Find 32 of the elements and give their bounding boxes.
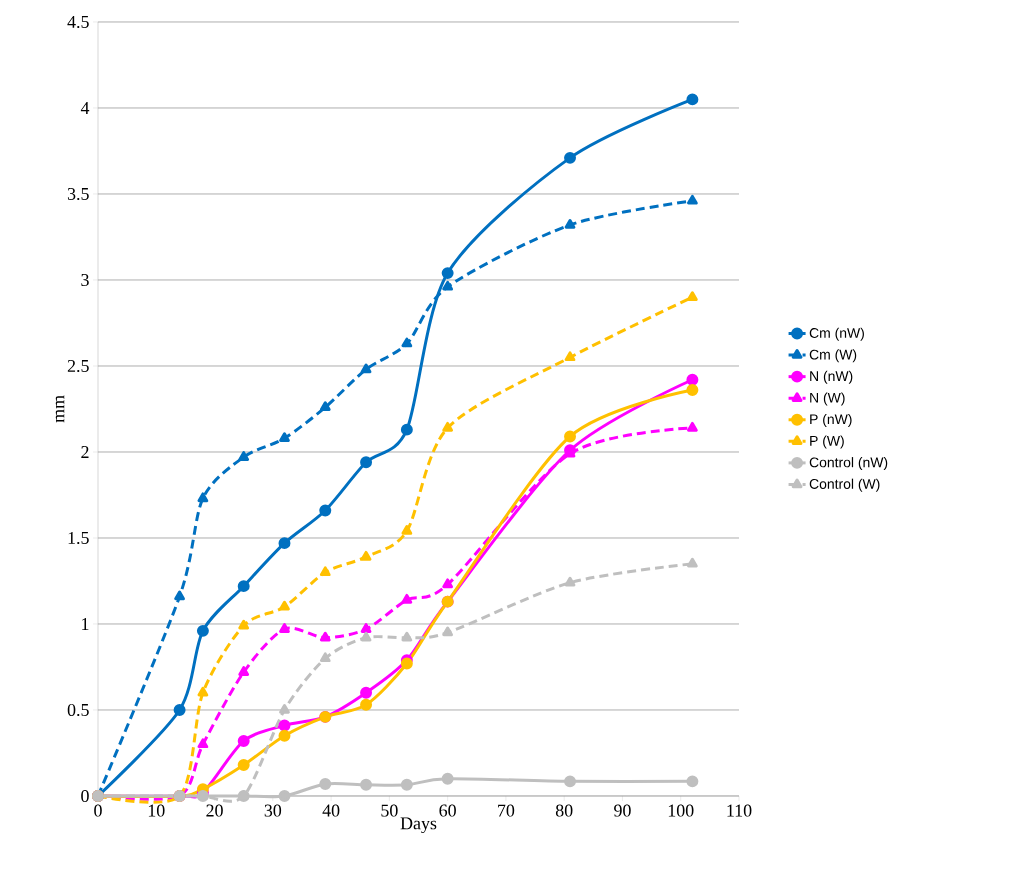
- legend-label: Cm (nW): [809, 327, 864, 341]
- x-tick-label: 20: [206, 804, 223, 817]
- x-tick-label: 70: [498, 804, 515, 817]
- legend-label: Control (W): [809, 478, 880, 492]
- x-tick-label: 60: [439, 804, 456, 817]
- x-tick-label: 100: [668, 804, 694, 817]
- x-axis-title: Days: [400, 817, 437, 834]
- x-tick-label: 30: [264, 804, 282, 817]
- legend-label: Control (nW): [809, 457, 888, 471]
- y-tick-label: 3: [81, 273, 89, 287]
- y-tick-label: 2: [81, 446, 89, 458]
- y-tick-label: 0: [81, 789, 89, 803]
- y-tick-label: 0.5: [67, 703, 89, 717]
- y-tick-label: 4.5: [67, 15, 89, 29]
- x-tick-label: 90: [614, 804, 631, 817]
- x-tick-label: 0: [94, 804, 102, 817]
- legend-label: N (W): [810, 392, 845, 406]
- y-tick-label: 1.5: [68, 531, 89, 545]
- legend-label: Cm (W): [809, 349, 857, 363]
- legend-label: P (nW): [810, 413, 852, 427]
- y-tick-label: 4: [80, 102, 90, 114]
- legend-label: N (nW): [810, 370, 853, 384]
- y-tick-label: 3.5: [67, 187, 89, 201]
- legend-label: P (W): [810, 435, 844, 449]
- x-tick-label: 110: [727, 804, 752, 817]
- y-tick-label: 1: [82, 618, 89, 630]
- x-tick-label: 40: [322, 804, 340, 817]
- y-tick-label: 2.5: [67, 359, 89, 373]
- x-tick-label: 80: [555, 804, 573, 817]
- x-tick-label: 10: [148, 804, 165, 817]
- y-axis-title: mm: [55, 395, 65, 423]
- x-tick-label: 50: [381, 804, 398, 817]
